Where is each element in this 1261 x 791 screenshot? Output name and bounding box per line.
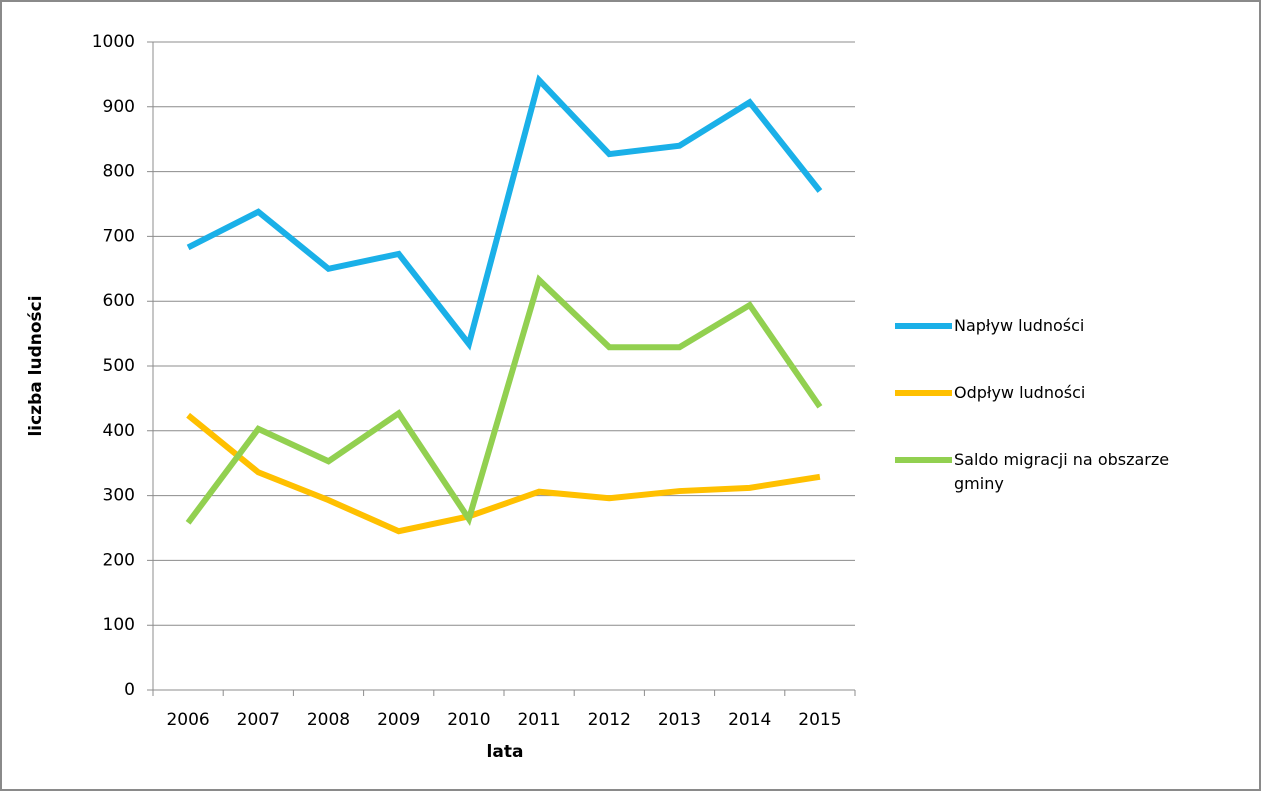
- legend-item: Napływ ludności: [954, 316, 1085, 335]
- x-tick-label: 2015: [798, 710, 841, 730]
- y-tick-label: 0: [124, 680, 135, 700]
- y-tick-label: 200: [103, 550, 135, 570]
- series-line: [186, 74, 823, 351]
- y-tick-label: 100: [103, 615, 135, 635]
- x-tick-label: 2014: [728, 710, 771, 730]
- x-tick-label: 2012: [588, 710, 631, 730]
- y-tick-label: 800: [103, 162, 135, 182]
- series-line: [185, 274, 823, 526]
- x-tick-label: 2008: [307, 710, 350, 730]
- x-tick-label: 2013: [658, 710, 701, 730]
- series-line: [186, 412, 821, 535]
- y-tick-label: 1000: [92, 32, 135, 52]
- legend-label: Napływ ludności: [954, 316, 1085, 335]
- x-tick-label: 2011: [517, 710, 560, 730]
- y-tick-label: 700: [103, 226, 135, 246]
- y-tick-label: 400: [103, 421, 135, 441]
- y-tick-label: 300: [103, 486, 135, 506]
- x-tick-label: 2006: [166, 710, 209, 730]
- y-tick-label: 600: [103, 291, 135, 311]
- y-tick-label: 900: [103, 97, 135, 117]
- x-tick-label: 2009: [377, 710, 420, 730]
- x-axis-title: lata: [487, 742, 524, 762]
- legend-label: Saldo migracji na obszarze gminy: [954, 450, 1170, 493]
- x-tick-label: 2007: [237, 710, 280, 730]
- y-tick-label: 500: [103, 356, 135, 376]
- legend-item: Odpływ ludności: [954, 383, 1086, 402]
- y-axis-title: liczba ludności: [26, 295, 46, 436]
- x-tick-label: 2010: [447, 710, 490, 730]
- legend-label: Odpływ ludności: [954, 383, 1086, 402]
- legend-item: Saldo migracji na obszarze gminy: [954, 450, 1170, 493]
